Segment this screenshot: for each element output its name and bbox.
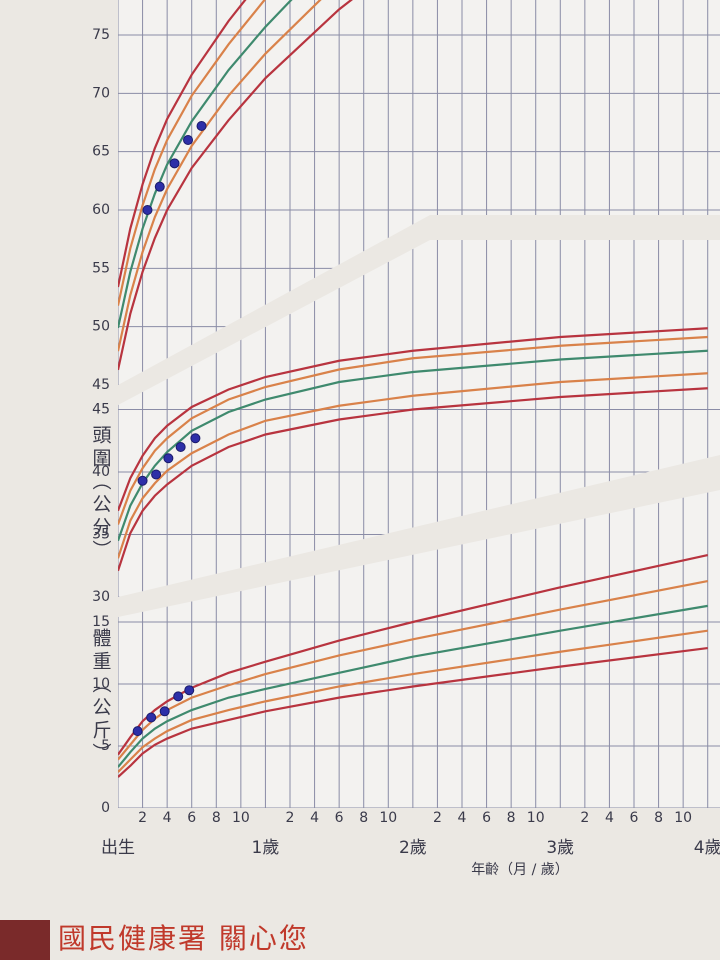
measurement-dot xyxy=(190,433,201,444)
x-tick-label: 4 xyxy=(310,810,319,826)
y-tick-label: 75 xyxy=(92,27,110,43)
y-tick-label: 0 xyxy=(101,800,110,816)
y-tick-label: 45 xyxy=(92,377,110,393)
y-tick-label: 45 xyxy=(92,402,110,418)
percentile-curve xyxy=(118,327,708,512)
x-tick-label: 6 xyxy=(335,810,344,826)
percentile-curve xyxy=(118,0,414,352)
percentile-curve xyxy=(118,372,708,559)
measurement-dot xyxy=(184,685,195,696)
x-tick-label: 10 xyxy=(232,810,250,826)
plot-area xyxy=(118,490,720,808)
x-tick-label: 8 xyxy=(654,810,663,826)
y-tick-label: 55 xyxy=(92,260,110,276)
y-tick-label: 60 xyxy=(92,202,110,218)
x-tick-label: 2 xyxy=(433,810,442,826)
percentile-curve xyxy=(118,0,414,288)
measurement-dot xyxy=(159,706,170,717)
x-tick-label: 2 xyxy=(286,810,295,826)
panel xyxy=(118,490,720,808)
panel xyxy=(118,0,720,385)
x-tick-label: 10 xyxy=(674,810,692,826)
x-tick-label: 4 xyxy=(163,810,172,826)
x-tick-label: 2 xyxy=(138,810,147,826)
percentile-curve xyxy=(118,0,414,371)
measurement-dot xyxy=(183,135,194,145)
measurement-dot xyxy=(169,158,180,169)
percentile-curve xyxy=(118,646,708,778)
x-tick-label: 3歲 xyxy=(546,838,574,858)
percentile-curve xyxy=(118,349,708,542)
x-tick-label: 8 xyxy=(212,810,221,826)
measurement-dot xyxy=(175,442,186,452)
measurement-dot xyxy=(173,691,184,702)
y-tick-label: 40 xyxy=(92,464,110,480)
x-tick-label: 10 xyxy=(527,810,545,826)
y-tick-label: 30 xyxy=(92,589,110,605)
x-tick-label: 8 xyxy=(359,810,368,826)
x-tick-label: 2歲 xyxy=(399,838,427,858)
y-tick-label: 35 xyxy=(92,527,110,543)
percentile-curve xyxy=(118,335,708,525)
measurement-dot xyxy=(137,475,148,486)
x-tick-label: 6 xyxy=(482,810,491,826)
x-tick-label: 1歲 xyxy=(252,838,280,858)
x-tick-label: 8 xyxy=(507,810,516,826)
percentile-curve xyxy=(118,0,414,306)
measurement-dot xyxy=(196,121,207,131)
footer: 國民健康署 關心您 xyxy=(58,922,309,955)
x-tick-label: 6 xyxy=(630,810,639,826)
percentile-curve xyxy=(118,629,708,773)
y-axis-label: 體重（公斤） xyxy=(90,628,112,766)
measurement-dot xyxy=(132,726,143,737)
y-tick-label: 70 xyxy=(92,85,110,101)
x-tick-label: 4 xyxy=(605,810,614,826)
logo xyxy=(0,920,50,960)
percentile-curve xyxy=(118,0,414,329)
x-tick-label: 4歲 xyxy=(694,838,720,858)
panel xyxy=(118,240,720,597)
percentile-curve xyxy=(118,604,708,768)
x-tick-label: 出生 xyxy=(101,838,135,858)
y-tick-label: 65 xyxy=(92,144,110,160)
x-tick-label: 2 xyxy=(580,810,589,826)
y-axis-label: 頭圍（公分） xyxy=(90,425,112,563)
percentile-curve xyxy=(118,387,708,572)
x-tick-label: 4 xyxy=(458,810,467,826)
x-tick-label: 10 xyxy=(379,810,397,826)
x-axis-label: 年齡（月 / 歲） xyxy=(471,862,569,878)
x-tick-label: 6 xyxy=(187,810,196,826)
y-tick-label: 50 xyxy=(92,319,110,335)
y-tick-label: 15 xyxy=(92,614,110,630)
measurement-dot xyxy=(151,469,162,480)
measurement-dot xyxy=(163,453,174,464)
y-tick-label: 10 xyxy=(92,676,110,692)
measurement-dot xyxy=(154,181,165,192)
y-tick-label: 5 xyxy=(101,738,110,754)
measurement-dot xyxy=(146,712,157,723)
percentile-curve xyxy=(118,553,708,756)
measurement-dot xyxy=(142,205,153,215)
